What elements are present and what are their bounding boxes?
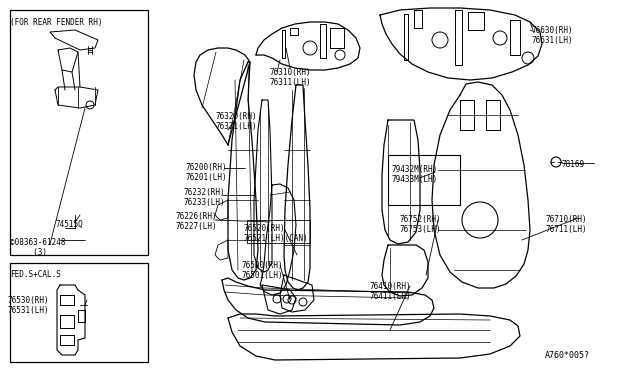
Text: 74515Q: 74515Q	[55, 220, 83, 229]
Text: 76310(RH)
76311(LH): 76310(RH) 76311(LH)	[270, 68, 312, 87]
Text: 79432M(RH)
79433M(LH): 79432M(RH) 79433M(LH)	[392, 165, 438, 185]
Text: 76630(RH)
76631(LH): 76630(RH) 76631(LH)	[532, 26, 573, 45]
Text: 76320(RH)
76321(LH): 76320(RH) 76321(LH)	[215, 112, 257, 131]
Text: 76226(RH)
76227(LH): 76226(RH) 76227(LH)	[176, 212, 218, 231]
Text: (FOR REAR FENDER RH): (FOR REAR FENDER RH)	[10, 18, 102, 27]
Text: 76520(RH)
76521(LH)(CAN): 76520(RH) 76521(LH)(CAN)	[244, 224, 308, 243]
Text: 76530(RH)
76531(LH): 76530(RH) 76531(LH)	[8, 296, 50, 315]
Text: 78169: 78169	[562, 160, 585, 169]
Text: 76752(RH)
76753(LH): 76752(RH) 76753(LH)	[400, 215, 442, 234]
Text: FED.S+CAL.S: FED.S+CAL.S	[10, 270, 61, 279]
Text: 76410(RH)
76411(LH): 76410(RH) 76411(LH)	[370, 282, 412, 301]
Bar	[10, 10, 148, 255]
Text: 76710(RH)
76711(LH): 76710(RH) 76711(LH)	[545, 215, 587, 234]
Text: A760*005?: A760*005?	[545, 351, 590, 360]
Text: 76500(RH)
76501(LH): 76500(RH) 76501(LH)	[242, 261, 284, 280]
Bar	[10, 263, 148, 362]
Text: 76232(RH)
76233(LH): 76232(RH) 76233(LH)	[183, 188, 225, 208]
Text: ©08363-61248
     (3): ©08363-61248 (3)	[10, 238, 65, 257]
Text: 76200(RH)
76201(LH): 76200(RH) 76201(LH)	[185, 163, 227, 182]
